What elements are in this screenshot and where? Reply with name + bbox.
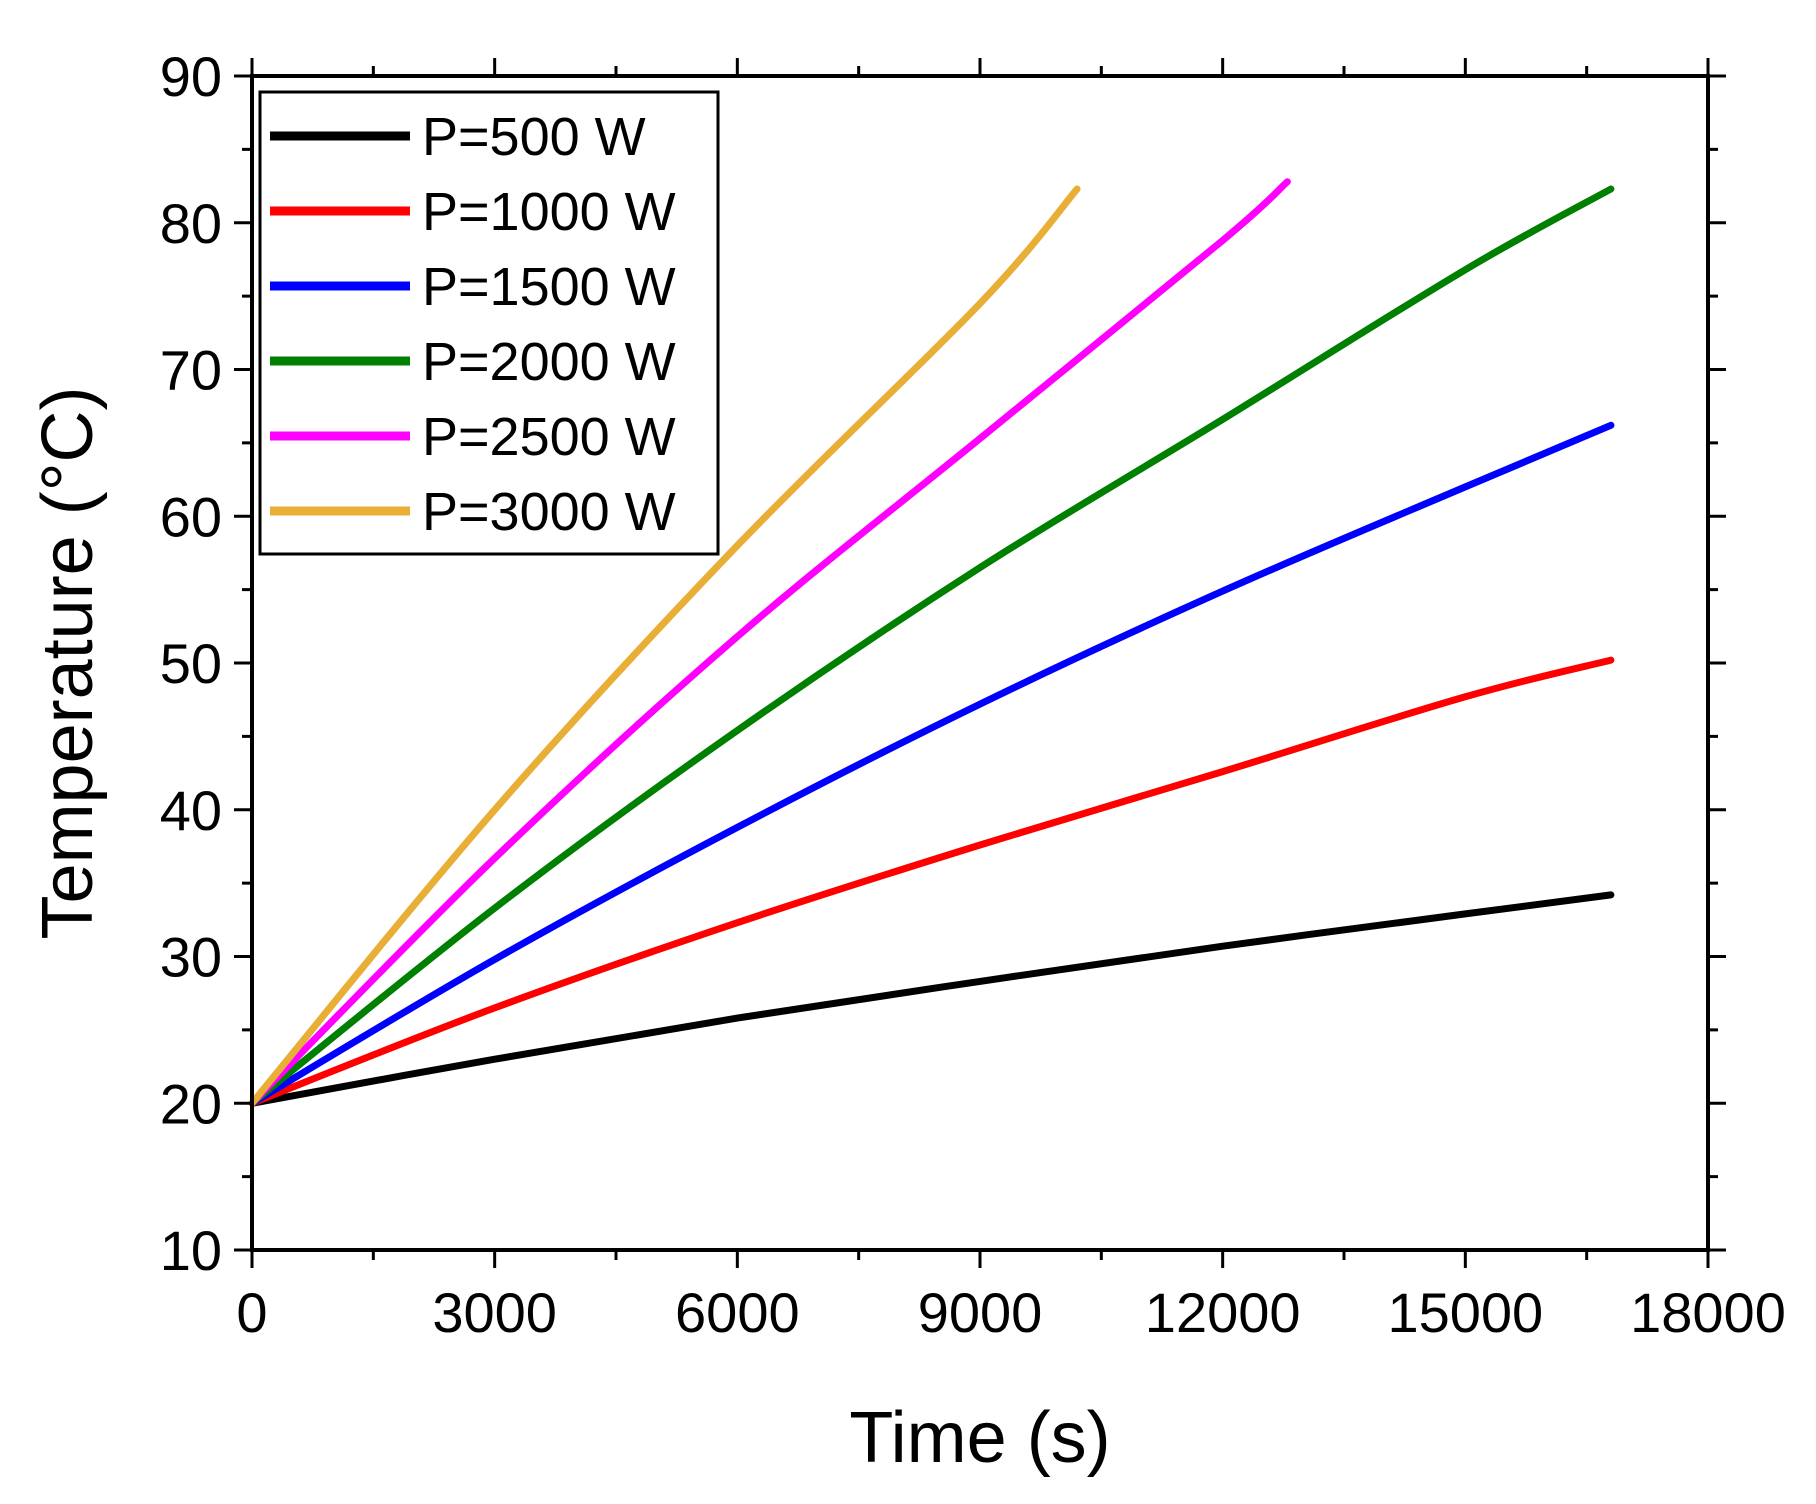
x-tick-label: 6000 — [675, 1281, 800, 1344]
legend-item: P=2000 W — [270, 332, 676, 392]
y-tick-label: 40 — [160, 779, 222, 842]
y-tick-label: 90 — [160, 45, 222, 108]
y-tick-label: 20 — [160, 1072, 222, 1135]
x-tick-label: 12000 — [1145, 1281, 1301, 1344]
ticks-layer — [234, 58, 1726, 1268]
legend-item: P=1500 W — [270, 257, 676, 317]
legend-item: P=2500 W — [270, 407, 676, 467]
legend-label: P=1000 W — [422, 182, 676, 242]
x-axis-title: Time (s) — [849, 1398, 1110, 1478]
x-tick-label: 18000 — [1630, 1281, 1786, 1344]
series-line-3 — [248, 185, 1615, 1107]
series-layer — [248, 178, 1615, 1107]
series-line-0 — [248, 891, 1615, 1107]
y-tick-label: 80 — [160, 192, 222, 255]
y-axis-title: Temperature (°C) — [28, 387, 108, 940]
y-tick-label: 30 — [160, 926, 222, 989]
series-line-1 — [248, 656, 1615, 1107]
legend-item: P=3000 W — [270, 482, 676, 542]
y-tick-label: 50 — [160, 632, 222, 695]
legend: P=500 W P=1000 W P=1500 W P=2000 W P=2500 W P… — [258, 90, 720, 556]
legend-label: P=3000 W — [422, 482, 676, 542]
legend-label: P=2500 W — [422, 407, 676, 467]
x-tick-label: 9000 — [918, 1281, 1043, 1344]
y-tick-label: 10 — [160, 1219, 222, 1282]
legend-label: P=500 W — [422, 107, 646, 167]
legend-item: P=1000 W — [270, 182, 676, 242]
series-line-5 — [248, 185, 1081, 1107]
x-tick-label: 15000 — [1387, 1281, 1543, 1344]
legend-item: P=500 W — [270, 107, 646, 167]
y-tick-label: 60 — [160, 485, 222, 548]
series-line-4 — [248, 178, 1291, 1107]
series-line-2 — [248, 421, 1615, 1107]
tick-labels-layer: 0 3000 6000 9000 12000 15000 18000 10 20 30 40 50 60… — [160, 45, 1786, 1344]
legend-label: P=1500 W — [422, 257, 676, 317]
legend-box — [258, 90, 720, 556]
legend-items: P=500 W P=1000 W P=1500 W P=2000 W P=2500 W P… — [270, 107, 676, 542]
legend-label: P=2000 W — [422, 332, 676, 392]
y-tick-label: 70 — [160, 339, 222, 402]
x-tick-label: 0 — [236, 1281, 267, 1344]
x-tick-label: 3000 — [432, 1281, 557, 1344]
